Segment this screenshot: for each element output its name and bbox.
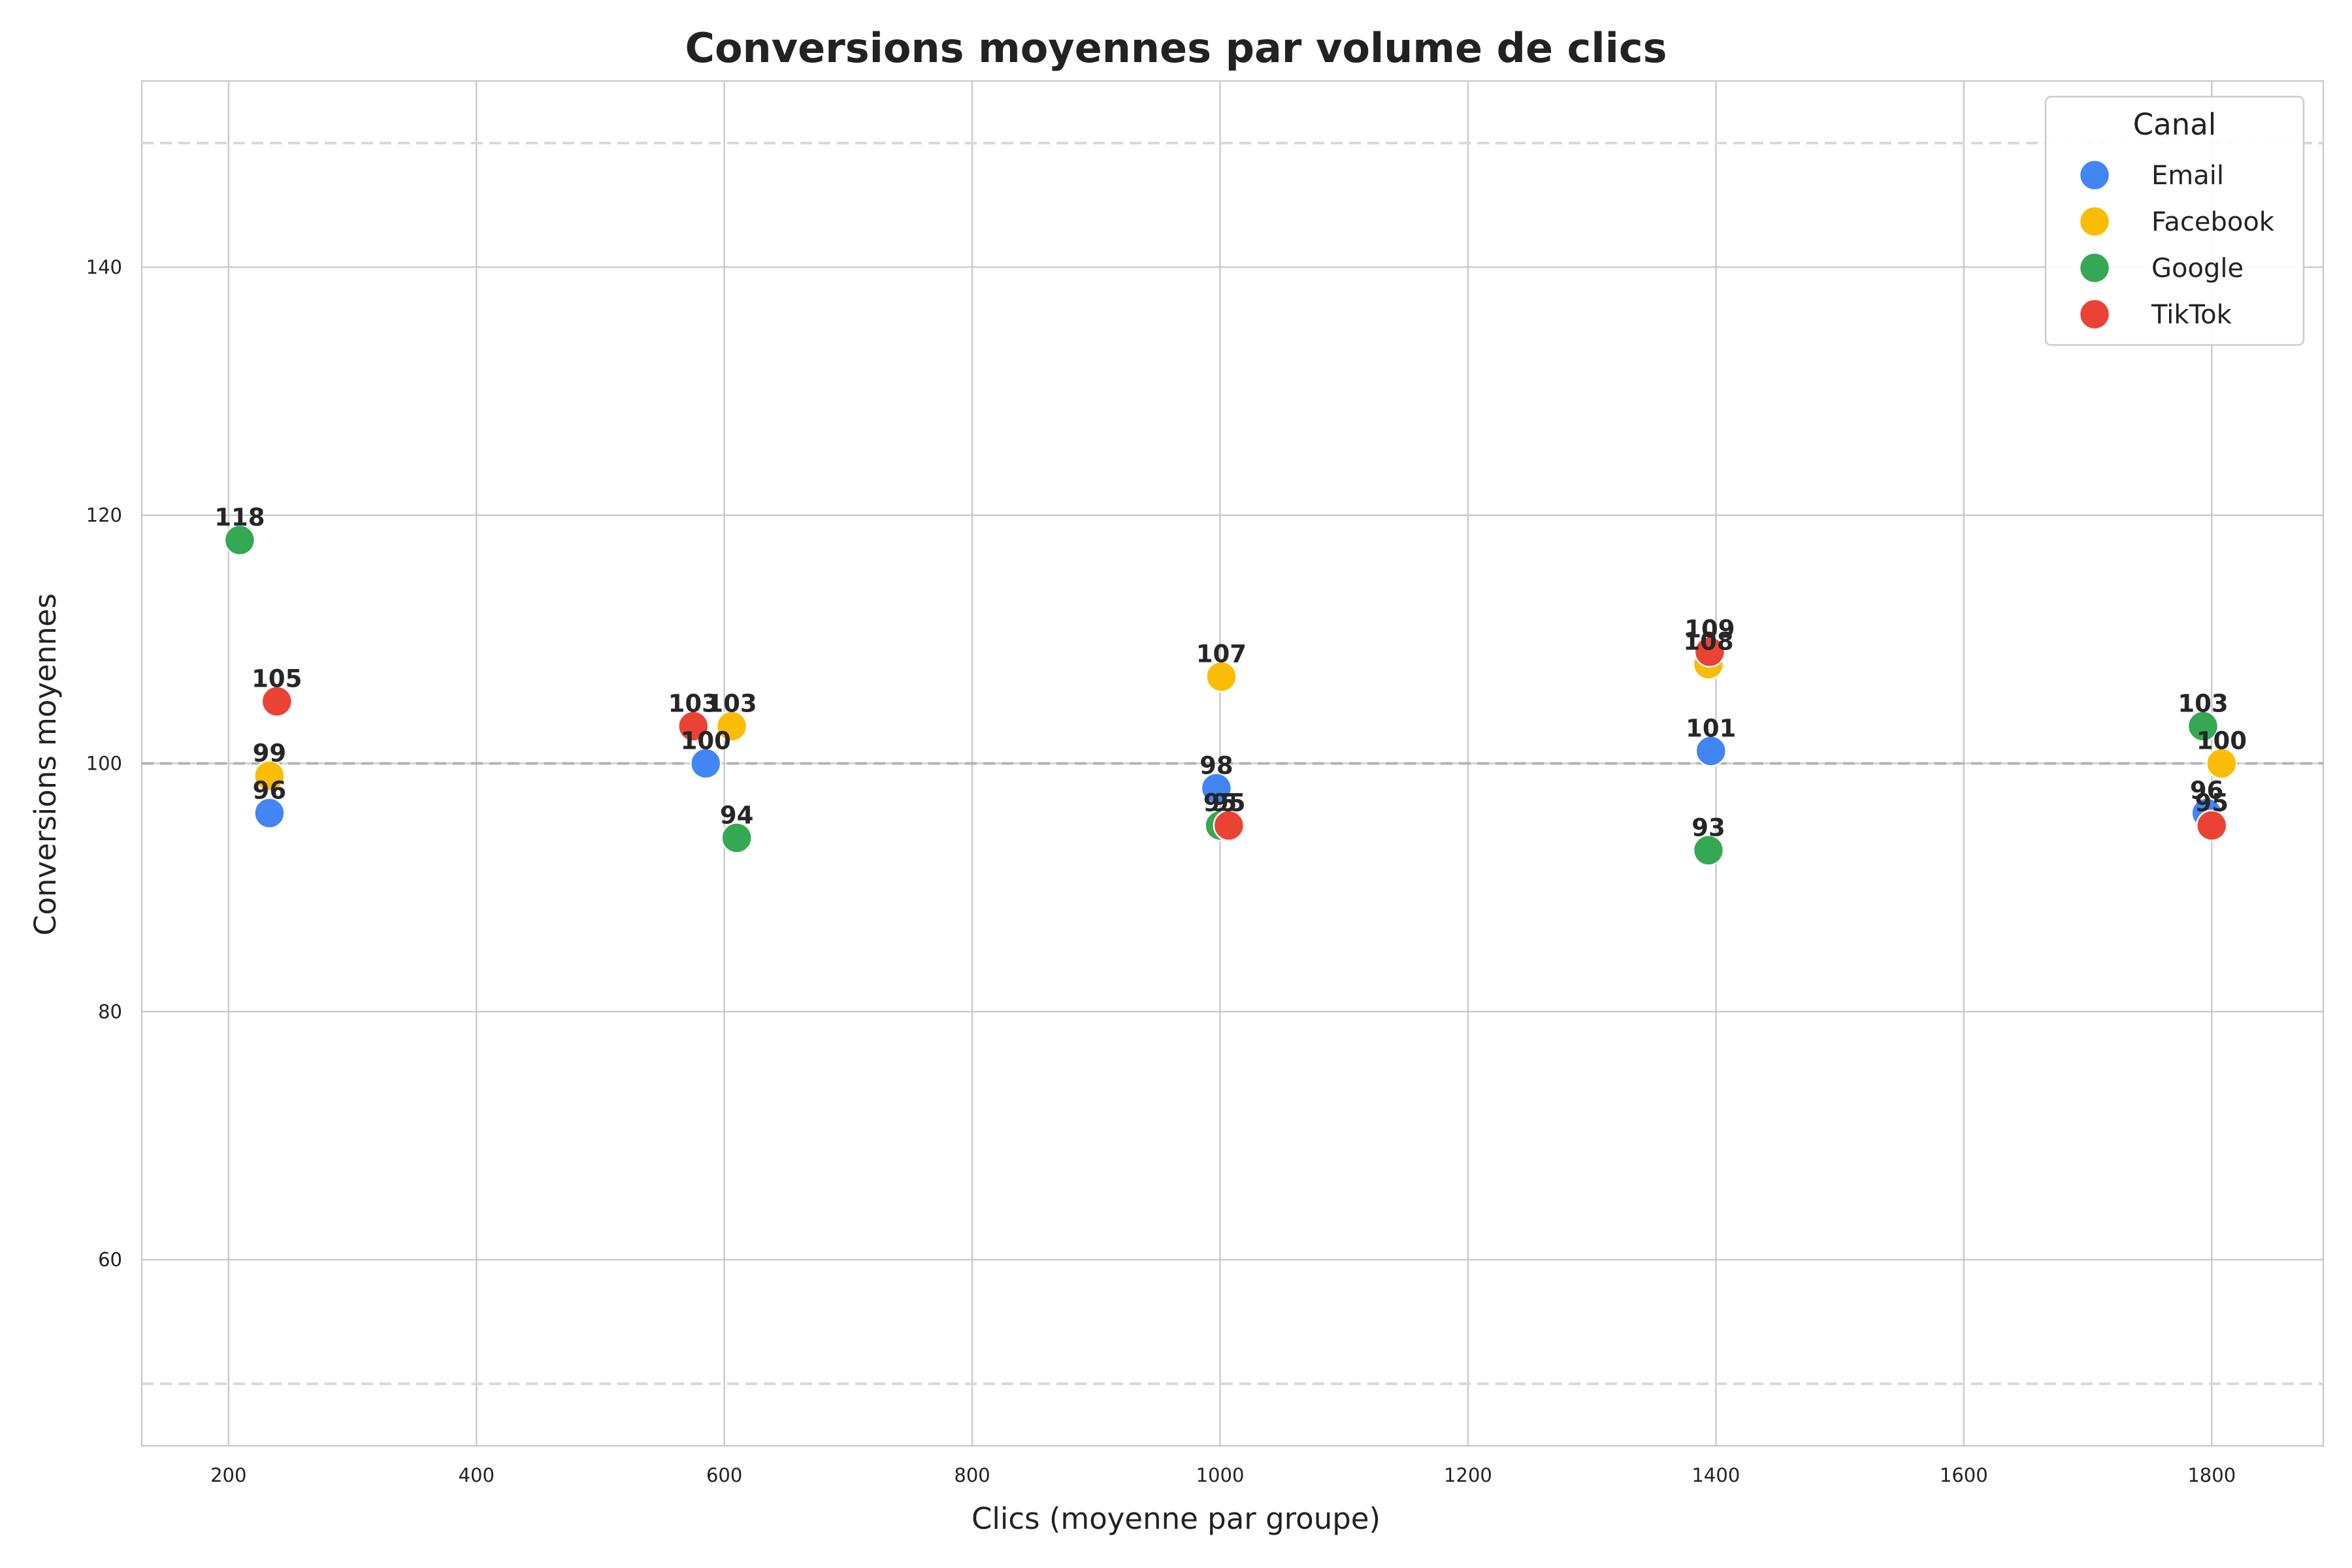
x-axis-ticks: 200 400 600 800 1000 1200 1400 1600 1800	[210, 1464, 2236, 1486]
data-point	[1695, 735, 1727, 767]
data-label: 103	[2178, 690, 2228, 718]
legend-box	[2044, 95, 2305, 346]
data-label: 100	[681, 727, 731, 755]
data-label: 98	[1200, 751, 1233, 779]
data-point	[261, 685, 293, 717]
data-point	[253, 760, 286, 792]
chart-title: Conversions moyennes par volume de clics	[685, 24, 1667, 72]
x-tick-label: 200	[210, 1464, 246, 1486]
x-tick-label: 1200	[1444, 1464, 1492, 1486]
data-point	[689, 747, 722, 779]
data-label: 107	[1196, 640, 1247, 668]
data-point	[2196, 809, 2228, 841]
data-point	[223, 524, 256, 556]
legend-label: Google	[2151, 253, 2244, 284]
data-label: 99	[253, 739, 287, 767]
data-point	[1693, 636, 1726, 668]
data-label: 103	[706, 690, 757, 718]
data-point	[677, 710, 710, 742]
data-label: 100	[2197, 727, 2247, 755]
data-label: 103	[668, 690, 719, 718]
data-label: 95	[1212, 789, 1246, 817]
data-label: 109	[1684, 615, 1735, 644]
data-label: 95	[1203, 789, 1237, 817]
y-axis-ticks: 60 80 100 120 140	[86, 256, 122, 1271]
data-point	[721, 822, 753, 854]
legend-marker	[2078, 252, 2111, 284]
data-point	[2187, 710, 2219, 742]
data-point	[1200, 772, 1233, 804]
y-tick-label: 120	[86, 504, 122, 527]
legend-label: Facebook	[2151, 207, 2275, 237]
data-label: 105	[252, 665, 302, 693]
data-label: 96	[2190, 776, 2224, 804]
y-tick-label: 100	[86, 753, 122, 775]
data-label: 94	[720, 801, 754, 829]
data-point	[1692, 834, 1725, 866]
reference-lines	[142, 141, 2323, 1386]
y-axis-label: Conversions moyennes	[28, 593, 63, 936]
data-label: 118	[214, 504, 265, 532]
x-tick-label: 400	[459, 1464, 495, 1486]
data-points	[223, 524, 2238, 866]
data-label: 95	[2195, 789, 2229, 817]
legend-marker	[2078, 298, 2111, 331]
x-tick-label: 800	[954, 1464, 990, 1486]
data-label: 108	[1683, 628, 1733, 656]
y-tick-label: 60	[98, 1249, 122, 1271]
legend-label: TikTok	[2151, 300, 2232, 330]
x-tick-label: 1600	[1940, 1464, 1988, 1486]
data-point	[1205, 661, 1237, 693]
data-point	[715, 710, 748, 742]
x-tick-label: 1000	[1196, 1464, 1245, 1486]
legend-marker	[2078, 159, 2111, 191]
data-point	[1213, 809, 1245, 841]
y-tick-label: 140	[86, 256, 122, 278]
legend-title: Canal	[2133, 107, 2217, 142]
legend-label: Email	[2151, 161, 2224, 191]
data-label: 96	[253, 776, 287, 804]
data-point	[2206, 747, 2238, 779]
x-tick-label: 1800	[2187, 1464, 2236, 1486]
data-label: 93	[1691, 813, 1725, 841]
legend: Canal Email Facebook Google TikTok	[2044, 95, 2305, 346]
data-point	[253, 797, 286, 829]
y-tick-label: 80	[98, 1000, 122, 1022]
x-tick-label: 1400	[1691, 1464, 1740, 1486]
legend-marker	[2078, 205, 2111, 238]
x-axis-label: Clics (moyenne par groupe)	[972, 1501, 1380, 1536]
x-tick-label: 600	[706, 1464, 742, 1486]
data-label: 101	[1686, 715, 1736, 743]
